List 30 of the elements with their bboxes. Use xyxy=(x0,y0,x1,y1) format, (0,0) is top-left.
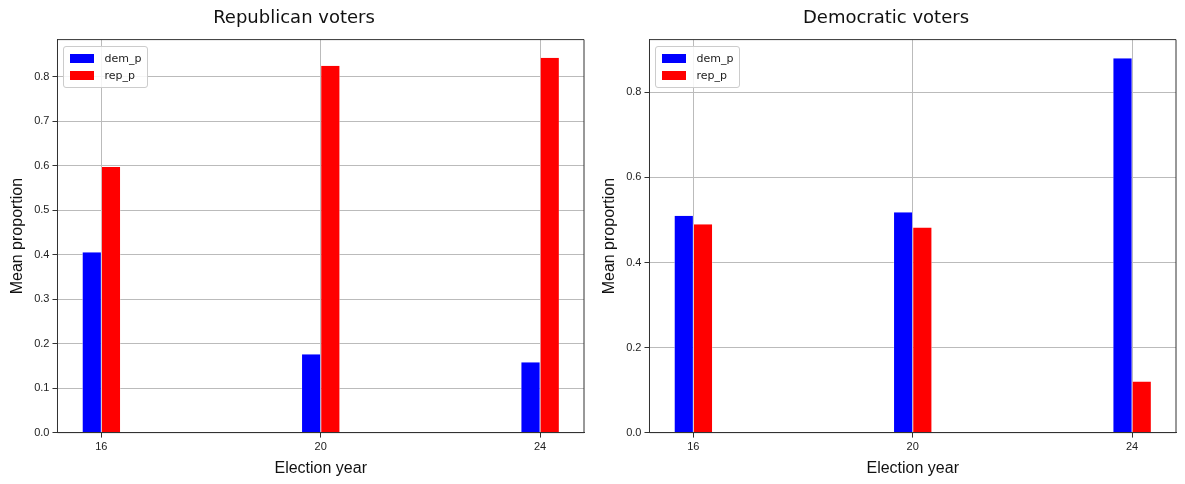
legend-label: rep_p xyxy=(104,68,135,82)
y-axis-title: Mean proportion xyxy=(8,177,26,295)
legend-label: dem_p xyxy=(104,51,142,65)
y-tick-label: 0.2 xyxy=(626,340,642,353)
x-tick-label: 24 xyxy=(534,440,547,453)
x-tick-label: 20 xyxy=(906,440,919,453)
y-tick-label: 0.4 xyxy=(34,247,50,260)
y-tick-label: 0.5 xyxy=(34,203,50,216)
y-tick-label: 0.8 xyxy=(34,69,50,82)
chart-title: Democratic voters xyxy=(802,6,970,28)
chart-title: Republican voters xyxy=(213,6,375,28)
y-tick-label: 0.3 xyxy=(34,292,50,305)
y-tick-label: 0.6 xyxy=(626,170,642,183)
y-tick-label: 0.2 xyxy=(34,336,50,349)
x-tick-label: 20 xyxy=(314,440,327,453)
x-tick-label: 16 xyxy=(95,440,108,453)
y-tick-label: 0.0 xyxy=(34,425,50,438)
y-tick-label: 0.0 xyxy=(626,425,642,438)
x-tick-label: 16 xyxy=(687,440,700,453)
y-tick-label: 0.7 xyxy=(34,114,50,127)
y-tick-label: 0.1 xyxy=(34,381,50,394)
y-tick-label: 0.6 xyxy=(34,158,50,171)
legend-label: rep_p xyxy=(696,68,727,82)
y-axis-title: Mean proportion xyxy=(600,177,618,295)
x-axis-title: Election year xyxy=(866,458,960,476)
y-tick-label: 0.8 xyxy=(626,85,642,98)
y-tick-label: 0.4 xyxy=(626,255,642,268)
legend-label: dem_p xyxy=(696,51,734,65)
x-tick-label: 24 xyxy=(1126,440,1139,453)
x-axis-title: Election year xyxy=(274,458,368,476)
